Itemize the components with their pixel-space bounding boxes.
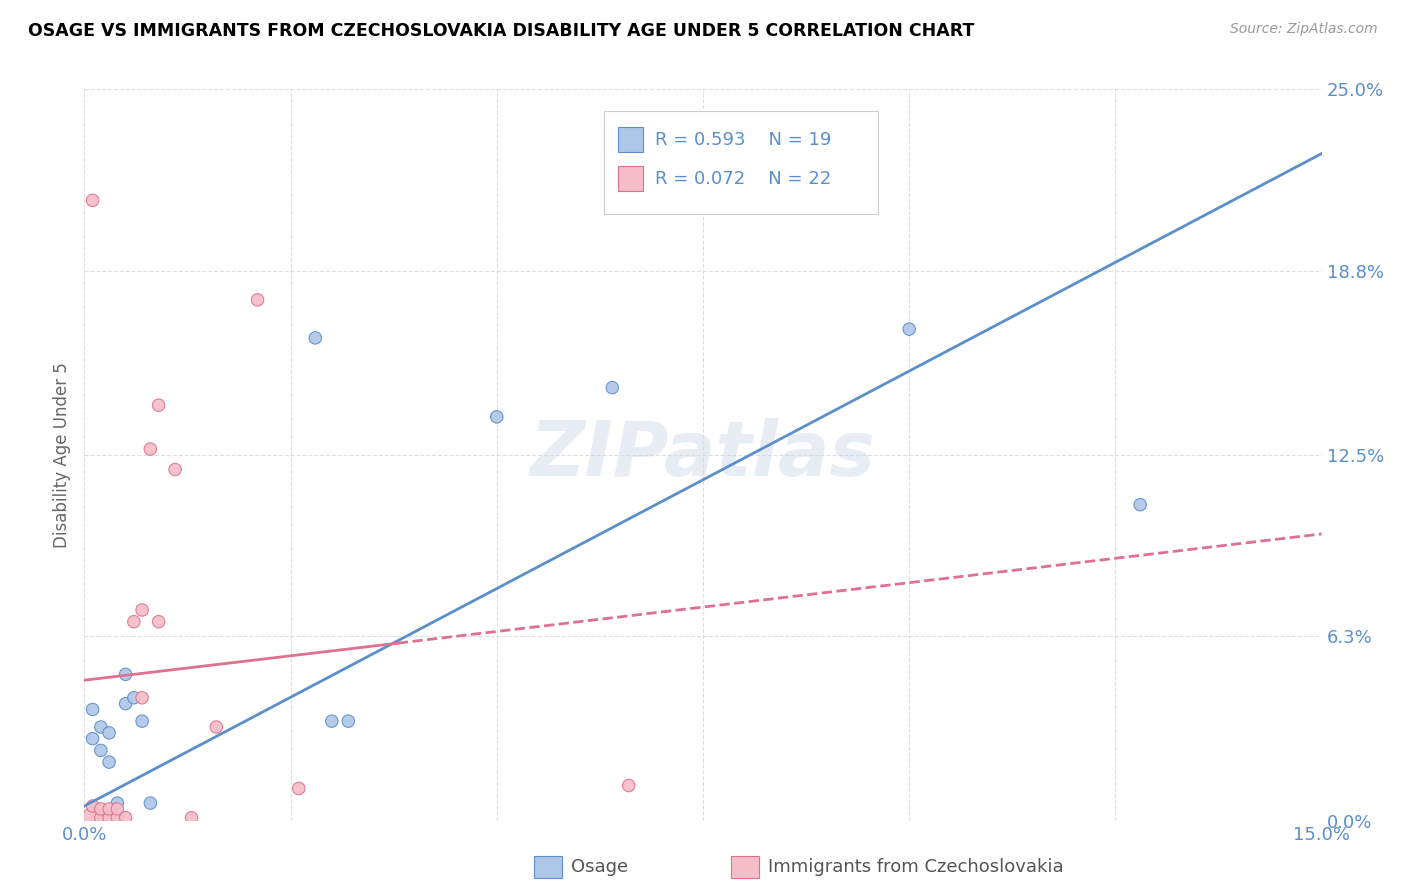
Point: [105, 811, 128, 825]
Point: [131, 603, 153, 617]
Point: [205, 720, 228, 734]
Point: [114, 667, 136, 681]
Point: [898, 322, 921, 336]
Text: Source: ZipAtlas.com: Source: ZipAtlas.com: [1230, 22, 1378, 37]
Point: [82, 702, 104, 716]
Text: ZIPatlas: ZIPatlas: [530, 418, 876, 491]
Point: [165, 462, 187, 476]
Point: [82, 811, 104, 825]
Point: [600, 381, 623, 395]
Point: [131, 690, 153, 705]
Point: [114, 697, 136, 711]
Point: [148, 398, 170, 412]
Point: [90, 743, 112, 757]
Text: R = 0.593    N = 19: R = 0.593 N = 19: [655, 131, 831, 149]
Point: [98, 755, 121, 769]
Point: [337, 714, 360, 728]
Y-axis label: Disability Age Under 5: Disability Age Under 5: [53, 362, 72, 548]
Point: [131, 714, 153, 728]
Point: [82, 799, 104, 814]
Point: [98, 811, 121, 825]
Point: [90, 802, 112, 816]
Point: [139, 796, 162, 810]
Point: [180, 811, 202, 825]
Point: [82, 194, 104, 208]
Text: Osage: Osage: [571, 858, 628, 876]
Point: [98, 802, 121, 816]
Point: [98, 726, 121, 740]
Point: [114, 811, 136, 825]
Point: [82, 731, 104, 746]
Point: [485, 409, 508, 424]
Point: [1129, 498, 1152, 512]
Point: [105, 802, 128, 816]
Point: [246, 293, 269, 307]
Point: [139, 442, 162, 456]
Point: [105, 796, 128, 810]
Point: [288, 781, 311, 796]
Text: Immigrants from Czechoslovakia: Immigrants from Czechoslovakia: [768, 858, 1063, 876]
Text: R = 0.072    N = 22: R = 0.072 N = 22: [655, 170, 831, 188]
Point: [122, 690, 145, 705]
Point: [304, 331, 326, 345]
Point: [90, 720, 112, 734]
Point: [148, 615, 170, 629]
Point: [90, 811, 112, 825]
Text: OSAGE VS IMMIGRANTS FROM CZECHOSLOVAKIA DISABILITY AGE UNDER 5 CORRELATION CHART: OSAGE VS IMMIGRANTS FROM CZECHOSLOVAKIA …: [28, 22, 974, 40]
Point: [122, 615, 145, 629]
Point: [617, 779, 640, 793]
Point: [321, 714, 343, 728]
